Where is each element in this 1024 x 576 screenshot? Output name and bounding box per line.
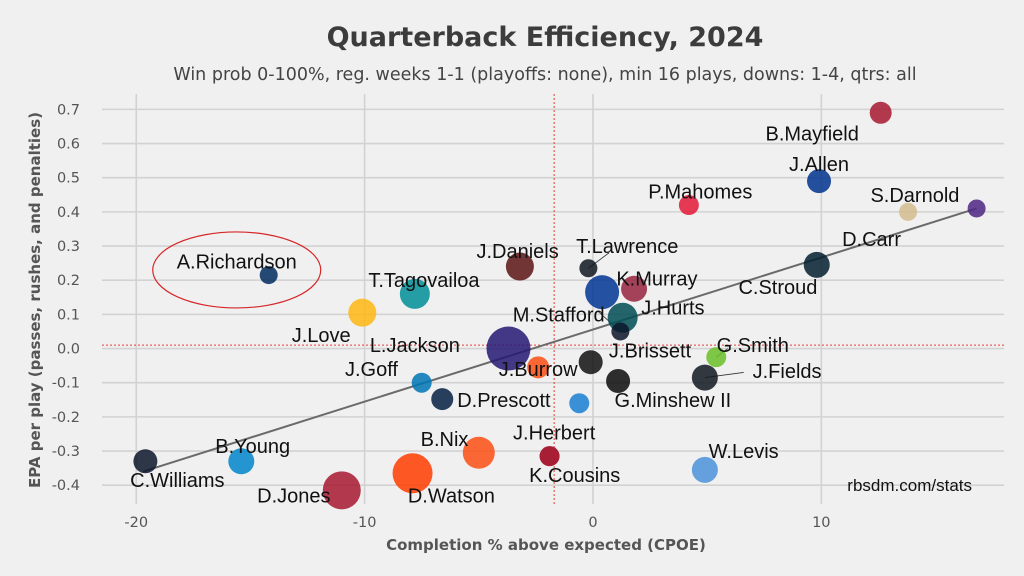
label-d-jones: D.Jones <box>257 485 330 507</box>
chart-title: Quarterback Efficiency, 2024 <box>327 22 764 53</box>
point-b-nix <box>462 436 495 469</box>
trendline <box>142 207 977 473</box>
point-j-mystery <box>569 393 590 414</box>
label-j-hurts: J.Hurts <box>641 298 704 320</box>
label-j-goff: J.Goff <box>345 359 398 381</box>
y-tick-label: 0.4 <box>57 205 80 221</box>
label-b-mayfield: B.Mayfield <box>765 123 858 145</box>
point-b-mayfield <box>869 101 892 124</box>
point-j-love <box>348 298 377 327</box>
label-l-jackson: L.Jackson <box>370 335 460 357</box>
label-d-watson: D.Watson <box>408 485 495 507</box>
label-b-young: B.Young <box>215 436 290 458</box>
point-j-burrow <box>527 356 550 379</box>
label-j-daniels: J.Daniels <box>476 241 558 263</box>
y-tick-label: -0.1 <box>52 376 80 392</box>
mean-lines <box>102 94 1004 504</box>
y-tick-label: 0.7 <box>57 102 80 118</box>
label-w-levis: W.Levis <box>709 441 779 463</box>
y-tick-label: 0.3 <box>57 239 80 255</box>
x-tick-label: 10 <box>812 515 830 531</box>
label-d-carr: D.Carr <box>842 229 901 251</box>
y-tick-label: 0.2 <box>57 273 80 289</box>
point-j-fields <box>691 364 718 391</box>
y-tick-label: 0.0 <box>57 342 80 358</box>
point-m-stafford <box>585 275 620 310</box>
point-j-daniels <box>505 252 534 281</box>
y-axis-label: EPA per play (passes, rushes, and penalt… <box>26 112 44 488</box>
point-k-cousins <box>539 446 560 467</box>
label-t-tagovailoa: T.Tagovailoa <box>368 270 480 292</box>
richardson-highlight-ellipse <box>152 231 322 309</box>
label-j-herbert: J.Herbert <box>513 422 596 444</box>
label-c-williams-b: C.Williams <box>130 470 224 492</box>
point-c-williams <box>611 322 630 341</box>
point-t-tagovailoa <box>399 278 430 309</box>
x-tick-label: 0 <box>588 515 597 531</box>
point-k-murray <box>621 275 648 302</box>
label-j-love: J.Love <box>292 325 351 347</box>
label-t-lawrence: T.Lawrence <box>576 236 678 258</box>
label-g-smith: G.Smith <box>717 335 789 357</box>
data-points <box>133 101 986 510</box>
highlight-ellipse <box>152 231 322 309</box>
label-a-richardson: A.Richardson <box>177 251 297 273</box>
point-c-williams-b <box>133 449 158 474</box>
label-j-burrow: J.Burrow <box>499 359 578 381</box>
label-c-stroud: C.Stroud <box>738 277 817 299</box>
label-k-cousins: K.Cousins <box>529 465 620 487</box>
y-tick-label: 0.1 <box>57 307 80 323</box>
point-j-allen <box>807 169 832 194</box>
chart-subtitle: Win prob 0-100%, reg. weeks 1-1 (playoff… <box>173 65 916 85</box>
point-c-stroud <box>803 251 830 278</box>
label-j-fields: J.Fields <box>753 361 822 383</box>
label-j-allen: J.Allen <box>789 154 849 176</box>
point-l-jackson <box>486 326 531 371</box>
y-tick-label: 0.5 <box>57 171 80 187</box>
point-t-lawrence <box>579 259 598 278</box>
y-tick-label: 0.6 <box>57 137 80 153</box>
y-tick-label: -0.3 <box>52 444 80 460</box>
x-tick-label: -20 <box>124 515 148 531</box>
point-p-mahomes <box>678 195 699 216</box>
point-labels: B.Mayfield J.Allen P.Mahomes S.Darnold D.Car… <box>130 123 959 507</box>
point-a-richardson <box>259 266 278 285</box>
y-tick-label: -0.2 <box>52 410 80 426</box>
label-k-murray: K.Murray <box>616 269 697 291</box>
point-d-watson <box>392 453 433 494</box>
point-s-darnold <box>967 199 986 218</box>
trendline-segment <box>142 207 977 473</box>
credit-text: rbsdm.com/stats <box>847 476 972 495</box>
point-j-goff <box>411 372 432 393</box>
label-b-nix: B.Nix <box>421 429 469 451</box>
label-d-prescott: D.Prescott <box>457 390 551 412</box>
label-g-minshew-ii: G.Minshew II <box>615 390 732 412</box>
label-p-mahomes: P.Mahomes <box>648 181 752 203</box>
point-d-jones <box>322 471 361 510</box>
x-tick-label: -10 <box>353 515 377 531</box>
point-d-carr <box>899 202 918 221</box>
y-tick-label: -0.4 <box>52 478 80 494</box>
x-axis-label: Completion % above expected (CPOE) <box>386 536 706 554</box>
tick-labels: -0.4 -0.3 -0.2 -0.1 0.0 0.1 0.2 0.3 0.4 0.5 0.6 0.7… <box>52 102 831 531</box>
point-j-brissett <box>578 350 603 375</box>
point-w-levis <box>691 456 718 483</box>
label-s-darnold: S.Darnold <box>870 185 959 207</box>
label-m-stafford: M.Stafford <box>513 304 605 326</box>
point-d-prescott <box>431 388 454 411</box>
point-g-minshew-ii <box>606 369 631 393</box>
label-j-brissett: J.Brissett <box>609 340 692 362</box>
point-b-young <box>228 448 255 475</box>
point-g-smith <box>706 347 727 368</box>
